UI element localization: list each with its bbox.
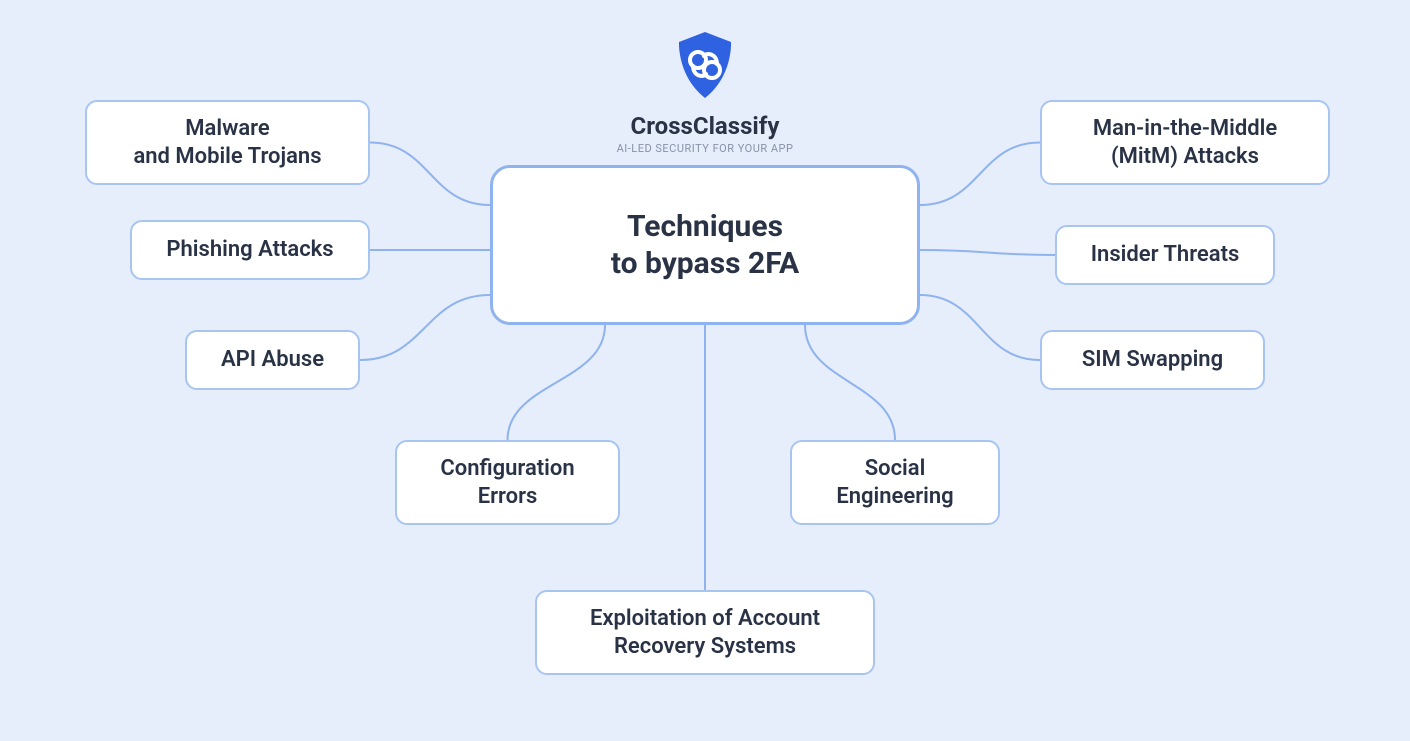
center-node: Techniquesto bypass 2FA xyxy=(490,165,920,325)
node-recovery: Exploitation of AccountRecovery Systems xyxy=(535,590,875,675)
edge-sim xyxy=(920,295,1040,360)
node-phishing: Phishing Attacks xyxy=(130,220,370,280)
node-api: API Abuse xyxy=(185,330,360,390)
node-config: ConfigurationErrors xyxy=(395,440,620,525)
edge-config xyxy=(508,325,606,440)
node-malware: Malwareand Mobile Trojans xyxy=(85,100,370,185)
node-mitm: Man-in-the-Middle(MitM) Attacks xyxy=(1040,100,1330,185)
node-insider: Insider Threats xyxy=(1055,225,1275,285)
edge-social xyxy=(805,325,895,440)
edge-malware xyxy=(370,143,490,206)
brand-name: CrossClassify xyxy=(555,112,855,140)
edge-mitm xyxy=(920,143,1040,206)
brand-tagline: AI-LED SECURITY FOR YOUR APP xyxy=(555,142,855,155)
edge-insider xyxy=(920,250,1055,255)
node-sim: SIM Swapping xyxy=(1040,330,1265,390)
shield-icon xyxy=(673,30,737,106)
node-social: SocialEngineering xyxy=(790,440,1000,525)
diagram-canvas: CrossClassify AI-LED SECURITY FOR YOUR A… xyxy=(0,0,1410,741)
brand-logo-block: CrossClassify AI-LED SECURITY FOR YOUR A… xyxy=(555,30,855,155)
edge-api xyxy=(360,295,490,360)
